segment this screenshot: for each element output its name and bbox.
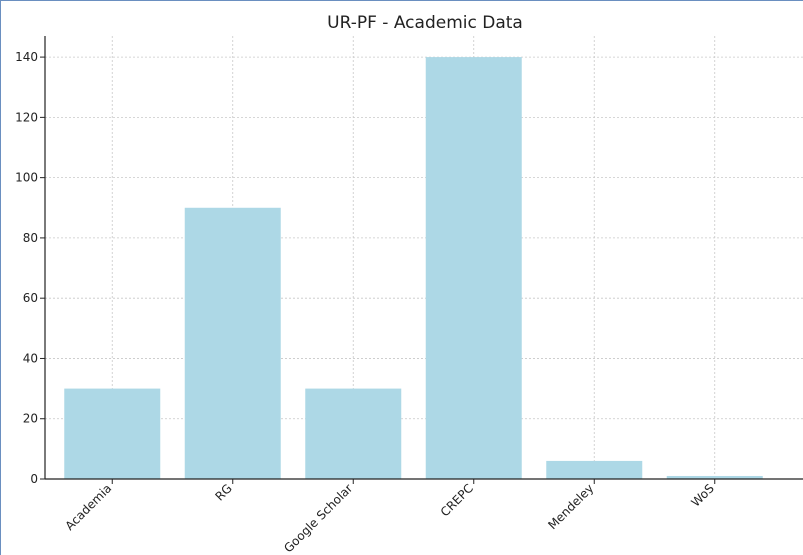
x-tick-label: WoS — [688, 481, 716, 509]
y-tick-label: 100 — [15, 171, 38, 185]
bar-google-scholar — [305, 388, 402, 479]
y-tick-label: 40 — [23, 351, 38, 365]
y-tick-label: 0 — [30, 472, 38, 486]
bar-academia — [64, 388, 161, 479]
bar-crepc — [425, 57, 522, 479]
bars — [64, 57, 763, 479]
y-tick-label: 120 — [15, 110, 38, 124]
x-tick-label: CREPC — [438, 481, 476, 519]
x-tick-label: Mendeley — [545, 481, 596, 532]
y-tick-label: 140 — [15, 50, 38, 64]
bar-mendeley — [546, 460, 643, 479]
bar-rg — [184, 207, 281, 479]
y-tick-label: 60 — [23, 291, 38, 305]
y-tick-label: 80 — [23, 231, 38, 245]
axes — [40, 36, 803, 484]
x-tick-label: Google Scholar — [281, 481, 355, 555]
chart-title: UR-PF - Academic Data — [327, 13, 523, 33]
bar-wos — [666, 475, 763, 479]
y-tick-label: 20 — [23, 412, 38, 426]
x-tick-label: Academia — [63, 481, 115, 533]
x-tick-label: RG — [212, 481, 234, 503]
